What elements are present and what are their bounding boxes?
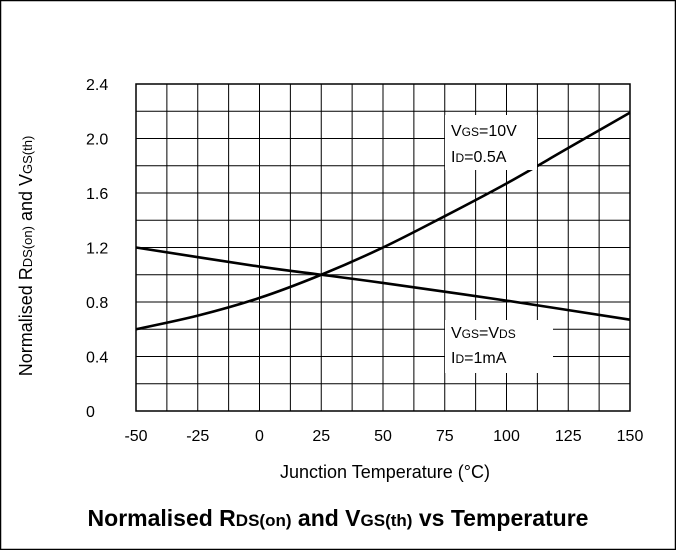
series-label: ID=0.5A xyxy=(451,149,507,166)
series-label: ID=1mA xyxy=(451,350,507,367)
x-axis-label: Junction Temperature (°C) xyxy=(280,462,490,482)
x-tick-label: 150 xyxy=(617,428,644,445)
y-tick-label: 0.8 xyxy=(86,295,108,312)
x-tick-label: 100 xyxy=(493,428,520,445)
x-tick-label: 125 xyxy=(555,428,582,445)
series-label-background xyxy=(445,115,537,170)
series-line-vgs-10v xyxy=(135,111,631,331)
chart-title: Normalised RDS(on) and VGS(th) vs Temper… xyxy=(87,505,589,531)
series-line-vgs-vds xyxy=(135,246,631,321)
y-axis-ticks: 0 0.4 0.8 1.2 1.6 2.0 2.4 xyxy=(86,77,108,421)
x-tick-label: 0 xyxy=(255,428,264,445)
x-tick-label: -50 xyxy=(124,428,147,445)
x-tick-label: 75 xyxy=(436,428,454,445)
x-tick-label: 25 xyxy=(312,428,330,445)
series-label: VGS=10V xyxy=(451,123,517,140)
y-tick-label: 2.0 xyxy=(86,132,108,149)
x-tick-label: 50 xyxy=(374,428,392,445)
x-axis-ticks: -50 -25 0 25 50 75 100 125 150 xyxy=(124,428,643,445)
y-tick-label: 1.6 xyxy=(86,186,108,203)
series-label: VGS=VDS xyxy=(451,325,516,342)
y-tick-label: 1.2 xyxy=(86,241,108,258)
y-axis-label: Normalised RDS(on) and VGS(th) xyxy=(16,136,36,377)
y-tick-label: 2.4 xyxy=(86,77,108,94)
plot-area xyxy=(135,83,631,412)
y-tick-label: 0.4 xyxy=(86,350,108,367)
series-label-background xyxy=(445,320,553,373)
series-labels: VGS=10V ID=0.5A VGS=VDS ID=1mA xyxy=(445,115,553,373)
x-tick-label: -25 xyxy=(186,428,209,445)
y-tick-label: 0 xyxy=(86,404,95,421)
